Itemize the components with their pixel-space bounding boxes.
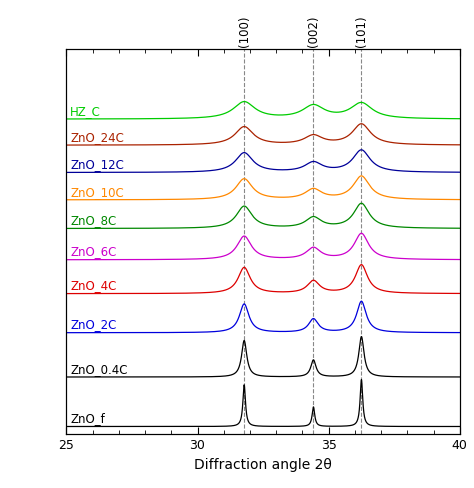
Text: HZ_C: HZ_C — [70, 105, 101, 118]
Text: (101): (101) — [355, 15, 368, 47]
Text: ZnO_0.4C: ZnO_0.4C — [70, 363, 128, 376]
Text: ZnO_24C: ZnO_24C — [70, 131, 124, 144]
Text: ZnO_4C: ZnO_4C — [70, 279, 117, 292]
Text: ZnO_8C: ZnO_8C — [70, 214, 117, 227]
Text: ZnO_6C: ZnO_6C — [70, 245, 117, 259]
Text: (002): (002) — [307, 16, 320, 47]
Text: (100): (100) — [237, 16, 251, 47]
Text: ZnO_2C: ZnO_2C — [70, 319, 117, 331]
Text: ZnO_12C: ZnO_12C — [70, 158, 124, 171]
Text: ZnO_f: ZnO_f — [70, 412, 105, 425]
X-axis label: Diffraction angle 2θ: Diffraction angle 2θ — [194, 458, 332, 472]
Text: ZnO_10C: ZnO_10C — [70, 185, 124, 199]
